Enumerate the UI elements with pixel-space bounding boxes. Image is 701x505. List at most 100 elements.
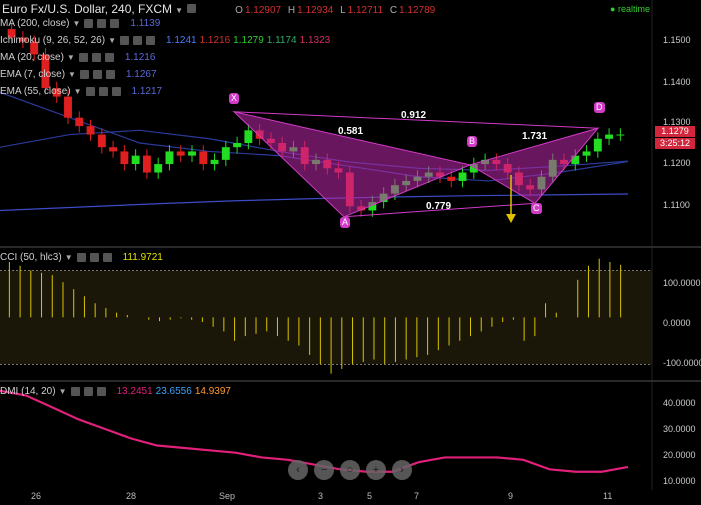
main-price-pane[interactable]: Euro Fx/U.S. Dollar, 240, FXCM ▼ O 1.1290…: [0, 0, 701, 246]
gear-icon[interactable]: [97, 19, 107, 28]
symbol-title[interactable]: Euro Fx/U.S. Dollar, 240, FXCM: [2, 2, 173, 16]
indicator-value: 1.1216: [124, 52, 156, 63]
candle-body: [368, 202, 377, 211]
high-label: H: [287, 5, 296, 16]
indicator-ma200[interactable]: MA (200, close) ▼ 1.1139: [0, 18, 160, 29]
chevron-down-icon[interactable]: ▼: [73, 87, 82, 96]
gear-icon[interactable]: [98, 87, 108, 96]
plus-icon[interactable]: +: [366, 460, 386, 480]
pane-divider[interactable]: [0, 246, 701, 248]
dmi-chart-svg[interactable]: [0, 382, 701, 490]
dmi-value-adx: 13.2451: [116, 386, 153, 397]
indicator-ichimoku[interactable]: Ichimoku (9, 26, 52, 26) ▼ 1.1241 1.1216…: [0, 35, 330, 46]
candle-body: [571, 155, 580, 165]
close-icon[interactable]: [145, 36, 155, 45]
point-a-label: A: [340, 217, 351, 228]
close-icon[interactable]: [111, 87, 121, 96]
minus-icon[interactable]: −: [314, 460, 334, 480]
close-icon[interactable]: [102, 253, 112, 262]
eye-icon[interactable]: [78, 53, 88, 62]
low-label: L: [340, 5, 346, 16]
candle-body: [30, 41, 39, 55]
cci-header[interactable]: CCI (50, hlc3) ▼ 111.9721: [0, 252, 163, 263]
dmi-adx-line: [0, 389, 629, 473]
x-tick: 26: [31, 491, 42, 501]
close-icon[interactable]: [105, 70, 115, 79]
point-x-label: X: [229, 93, 240, 104]
x-tick: 28: [126, 491, 137, 501]
point-d-label: D: [594, 102, 605, 113]
low-value: 1.12711: [347, 5, 384, 16]
pattern-ac-line: [343, 202, 536, 218]
open-label: O: [235, 5, 243, 16]
candle-body: [605, 134, 614, 139]
chevron-down-icon[interactable]: ▼: [58, 387, 67, 396]
ratio-bd-label: 1.731: [522, 131, 548, 142]
gear-icon[interactable]: [83, 387, 93, 396]
candle-body: [75, 117, 84, 127]
realtime-label: realtime: [617, 4, 650, 14]
cci-name: CCI (50, hlc3): [0, 252, 62, 263]
indicator-ma20[interactable]: MA (20, close) ▼ 1.1216: [0, 52, 155, 63]
cci-chart-svg[interactable]: [0, 248, 701, 380]
x-tick: 5: [367, 491, 373, 501]
dmi-header[interactable]: DMI (14, 20) ▼ 13.2451 23.6556 14.9397: [0, 386, 231, 397]
eye-icon[interactable]: [84, 19, 94, 28]
reset-icon[interactable]: ○: [340, 460, 360, 480]
zoom-out-icon[interactable]: ‹: [288, 460, 308, 480]
open-value: 1.12907: [244, 5, 282, 16]
chevron-down-icon[interactable]: ▼: [68, 70, 76, 79]
gear-icon[interactable]: [91, 53, 101, 62]
candle-body: [86, 126, 95, 135]
indicator-value: 1.1139: [130, 18, 161, 29]
zoom-in-icon[interactable]: ›: [392, 460, 412, 480]
gear-icon[interactable]: [89, 253, 99, 262]
eye-icon[interactable]: [76, 253, 86, 262]
pattern-xd-line: [233, 111, 599, 129]
chevron-down-icon[interactable]: ▼: [72, 19, 81, 28]
eye-icon[interactable]: [70, 387, 80, 396]
settings-icon[interactable]: [187, 4, 197, 13]
time-axis[interactable]: 26 28 Sep 3 5 7 9 11: [0, 490, 701, 505]
close-icon[interactable]: [104, 53, 114, 62]
gear-icon[interactable]: [132, 36, 142, 45]
candle-body: [18, 37, 27, 42]
close-value: 1.12789: [399, 5, 436, 16]
indicator-ema55[interactable]: EMA (55, close) ▼ 1.1217: [0, 86, 162, 97]
candle-body: [233, 142, 242, 148]
cci-pane[interactable]: CCI (50, hlc3) ▼ 111.9721 100.0000 0.000…: [0, 248, 701, 380]
eye-icon[interactable]: [119, 36, 129, 45]
ichimoku-value-3: 1.1279: [233, 35, 264, 46]
cci-value: 111.9721: [122, 252, 163, 263]
chevron-down-icon[interactable]: ▼: [108, 36, 116, 45]
chevron-down-icon[interactable]: ▼: [64, 253, 73, 262]
arrow-head: [506, 214, 516, 223]
candle-body: [199, 151, 208, 165]
dmi-pane[interactable]: DMI (14, 20) ▼ 13.2451 23.6556 14.9397 4…: [0, 382, 701, 490]
indicator-ema7[interactable]: EMA (7, close) ▼ 1.1267: [0, 69, 157, 80]
dmi-name: DMI (14, 20): [0, 386, 56, 397]
eye-icon[interactable]: [79, 70, 89, 79]
close-icon[interactable]: [96, 387, 106, 396]
close-icon[interactable]: [110, 19, 120, 28]
candle-body: [7, 29, 16, 38]
gear-icon[interactable]: [92, 70, 102, 79]
eye-icon[interactable]: [85, 87, 95, 96]
x-tick: 11: [603, 491, 613, 501]
x-tick: 7: [414, 491, 420, 501]
pane-divider[interactable]: [0, 380, 701, 382]
chevron-down-icon[interactable]: ▼: [66, 53, 75, 62]
candle-body: [64, 96, 72, 118]
price-chart-svg[interactable]: [0, 0, 701, 246]
point-c-label: C: [531, 203, 542, 214]
indicator-name: MA (20, close): [0, 52, 64, 63]
ichimoku-value-5: 1.1323: [299, 35, 331, 46]
high-value: 1.12934: [297, 5, 334, 16]
price-tick: 1.1200: [663, 158, 691, 168]
dmi-tick: 20.0000: [663, 450, 696, 460]
x-tick: Sep: [219, 491, 236, 501]
symbol-dropdown-icon[interactable]: ▼: [175, 6, 184, 15]
ichimoku-value-2: 1.1216: [199, 35, 231, 46]
cci-band: [0, 270, 652, 365]
candle-body: [458, 172, 467, 181]
